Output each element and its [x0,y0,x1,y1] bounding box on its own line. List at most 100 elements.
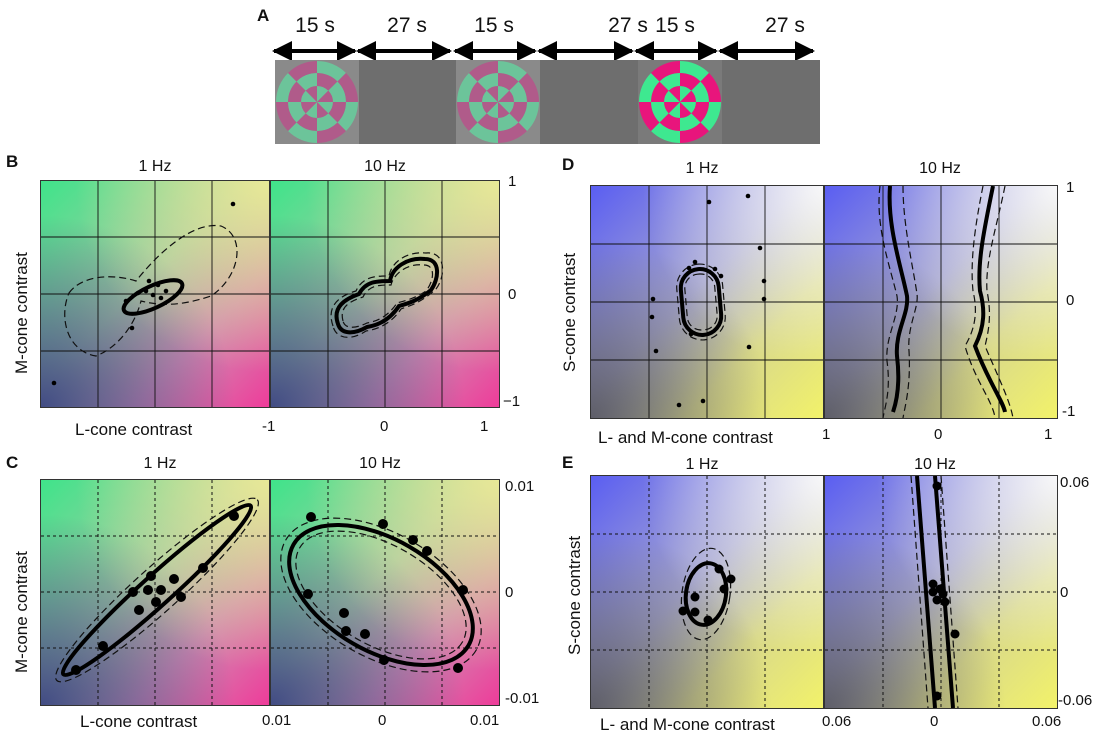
checker-segment [482,90,498,102]
panel-c-1hz-title: 1 Hz [143,455,177,472]
checker-segment [700,73,721,102]
ci-contour-inner [341,264,434,328]
checker-segment [509,81,527,102]
panel-c-xtick-mid: 0 [378,712,387,729]
panel-c-xtick-left: 0.01 [262,712,292,729]
checker-segment [651,81,669,102]
checker-segment [317,122,346,143]
panel-b-10hz-title: 10 Hz [364,158,406,175]
fitted-contour [287,522,475,668]
panel-e-xlabel: L- and M-cone contrast [600,715,775,734]
checker-segment [317,61,346,82]
panel-c-ytick-mid: 0 [505,584,514,601]
checker-segment [498,102,514,114]
panel-e-ylabel: S-cone contrast [565,535,584,655]
stimulus-low-contrast-2 [456,60,540,144]
checker-segment [328,81,346,102]
panel-e-letter: E [562,453,574,472]
panel-e-xtick-right: 0.06 [1032,713,1062,730]
panel-d-ytick-bottom: -1 [1062,403,1076,420]
checker-segment [651,122,680,143]
checker-segment [482,102,498,114]
checker-segment [680,61,709,82]
ci-contour-dashed [64,224,238,357]
duration-label-1: 15 s [295,14,335,37]
checker-segment [498,102,510,118]
checker-segment [668,86,680,102]
checker-segment [664,90,680,102]
stimulus-high-contrast [638,60,722,144]
panel-b-ytick-mid: 0 [508,286,517,303]
checker-segment [651,61,680,82]
ci-contour-left-dashed [878,186,898,418]
checker-segment [288,61,317,82]
fitted-contour [121,278,185,316]
checker-segment [337,102,358,131]
panel-c-letter: C [6,453,19,472]
ci-contour-right-inner [964,186,996,418]
checker-segment [317,102,333,114]
panel-b-1hz-plot [40,180,270,408]
checker-segment [691,81,709,102]
checker-segment [337,73,358,102]
checker-segment [296,113,317,131]
panel-b-ytick-bottom: −1 [503,393,521,410]
panel-c-ytick-bottom: -0.01 [505,690,540,707]
checker-segment [301,90,317,102]
panel-c-ylabel: M-cone contrast [12,551,31,673]
checker-segment [317,86,329,102]
checker-segment [317,73,338,91]
duration-label-6: 27 s [765,14,805,37]
ci-contour-outer [330,252,444,338]
checker-segment [317,102,329,118]
checker-segment [328,102,346,123]
panel-d-xtick-left: 1 [822,426,831,443]
panel-c-ytick-top: 0.01 [505,478,535,495]
checker-segment [668,102,680,118]
checker-segment [486,86,498,102]
checker-segment [317,90,333,102]
panel-b-ytick-top: 1 [508,173,517,190]
ci-contour-inner [684,273,718,331]
checker-segment [288,81,306,102]
fitted-contour [334,256,439,335]
checker-segment [296,73,317,91]
checker-segment [680,102,692,118]
checker-segment [469,61,498,82]
panel-d-1hz-plot [590,185,824,419]
checker-segment [469,122,498,143]
panel-e-ytick-top: 0.06 [1060,474,1090,491]
ci-contour-dashed-inner [295,530,467,660]
checker-segment [276,102,297,131]
panel-e-1hz-plot [590,475,824,709]
checker-segment [276,73,297,102]
panel-d-ylabel: S-cone contrast [560,252,579,372]
panel-d-10hz-title: 10 Hz [919,160,961,177]
checker-segment [305,86,317,102]
fitted-contour [678,267,724,337]
panel-c-xtick-right: 0.01 [470,712,500,729]
checker-segment [664,102,680,114]
panel-c-10hz-title: 10 Hz [359,455,401,472]
checker-segment [651,102,669,123]
checker-segment [639,102,660,131]
panel-e-10hz-title: 10 Hz [914,456,956,473]
duration-label-5: 15 s [655,14,695,37]
ci-contour-left-inner [902,186,918,418]
checker-segment [680,86,692,102]
panel-b-xtick-left: -1 [262,418,276,435]
panel-b-letter: B [6,152,19,171]
duration-label-3: 15 s [474,14,514,37]
checker-segment [301,102,317,114]
checker-segment [457,73,478,102]
checker-segment [486,102,498,118]
panel-b-xlabel: L-cone contrast [75,420,193,439]
panel-b-xtick-mid: 0 [380,418,389,435]
checker-segment [518,73,539,102]
fitted-contour-left [887,186,910,413]
checker-segment [498,73,519,91]
checker-segment [305,102,317,118]
checker-segment [477,113,498,131]
panel-b-xtick-right: 1 [480,418,489,435]
panel-d-xlabel: L- and M-cone contrast [598,428,773,447]
